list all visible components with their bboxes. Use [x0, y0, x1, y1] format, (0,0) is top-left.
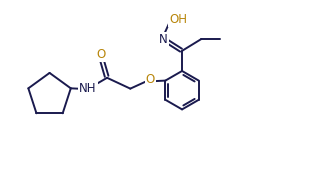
Text: OH: OH: [169, 13, 187, 26]
Text: N: N: [159, 33, 168, 46]
Text: O: O: [146, 73, 155, 86]
Text: NH: NH: [79, 82, 97, 95]
Text: O: O: [97, 48, 106, 61]
